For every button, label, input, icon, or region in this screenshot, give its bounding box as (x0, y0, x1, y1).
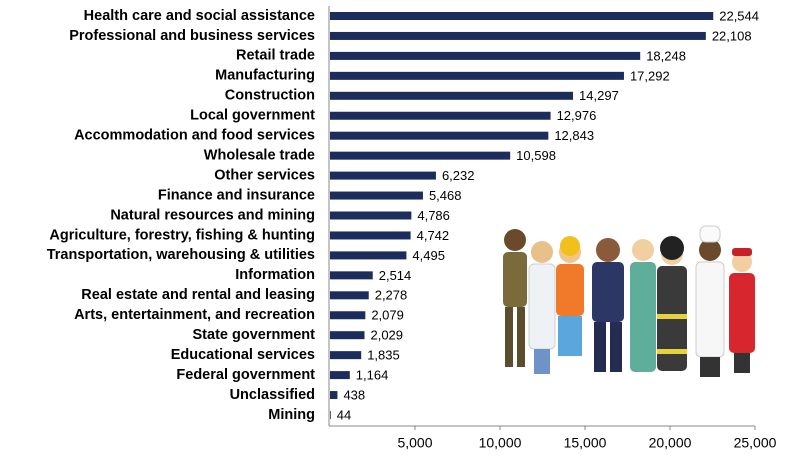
plot: 5,000 10,000 15,000 20,000 25,000 Health care… (47, 6, 777, 451)
category-label: Wholesale trade (204, 147, 315, 163)
value-label: 438 (343, 387, 365, 402)
value-label: 17,292 (630, 68, 670, 83)
category-label: Manufacturing (215, 68, 315, 84)
category-label: Unclassified (230, 387, 315, 403)
value-label: 12,843 (554, 128, 594, 143)
category-label: Natural resources and mining (110, 207, 315, 223)
bar (330, 71, 624, 80)
category-label: Finance and insurance (158, 187, 315, 203)
category-label: Retail trade (236, 48, 315, 64)
illustration (503, 225, 755, 377)
category-label: Accommodation and food services (74, 128, 315, 144)
bar (330, 211, 412, 220)
bar (330, 251, 407, 260)
x-tick-label: 25,000 (734, 435, 777, 451)
category-label: State government (193, 327, 316, 343)
category-label: Information (235, 267, 315, 283)
bar (330, 271, 373, 280)
value-label: 2,079 (371, 308, 404, 323)
bar (330, 131, 549, 140)
x-tick-label: 5,000 (397, 435, 432, 451)
category-label: Health care and social assistance (84, 8, 315, 24)
bar (330, 51, 641, 60)
category-label: Educational services (171, 347, 315, 363)
category-label: Agriculture, forestry, fishing & hunting (49, 227, 315, 243)
value-label: 2,029 (370, 328, 403, 343)
value-label: 14,297 (579, 88, 619, 103)
category-label: Transportation, warehousing & utilities (47, 247, 315, 263)
bar (330, 91, 574, 100)
category-label: Professional and business services (69, 28, 315, 44)
value-label: 18,248 (646, 48, 686, 63)
value-label: 1,164 (356, 368, 389, 383)
bar (330, 171, 436, 180)
bar (330, 31, 706, 40)
bar (330, 191, 423, 200)
x-tick-label: 10,000 (479, 435, 522, 451)
bar (330, 231, 411, 240)
bar (330, 371, 350, 380)
bar (330, 311, 366, 320)
value-label: 2,278 (375, 288, 408, 303)
value-label: 1,835 (367, 348, 400, 363)
value-label: 22,108 (712, 28, 752, 43)
bar (330, 151, 511, 160)
value-label: 4,495 (412, 248, 445, 263)
value-label: 4,742 (417, 228, 450, 243)
bar (330, 411, 331, 419)
bar (330, 111, 551, 120)
value-label: 4,786 (417, 208, 450, 223)
value-label: 22,544 (719, 8, 759, 23)
category-label: Federal government (176, 367, 315, 383)
value-label: 44 (337, 407, 351, 422)
value-label: 10,598 (516, 148, 556, 163)
value-label: 6,232 (442, 168, 475, 183)
bar (330, 12, 714, 20)
category-label: Arts, entertainment, and recreation (74, 307, 315, 323)
category-label: Real estate and rental and leasing (81, 287, 315, 303)
value-label: 2,514 (379, 268, 412, 283)
value-label: 12,976 (557, 108, 597, 123)
category-label: Mining (268, 407, 315, 423)
bar (330, 331, 365, 340)
value-label: 5,468 (429, 188, 462, 203)
bar (330, 391, 338, 400)
category-label: Construction (225, 88, 315, 104)
x-tick-label: 20,000 (649, 435, 692, 451)
category-label: Other services (214, 167, 315, 183)
category-label: Local government (190, 108, 315, 124)
x-tick-label: 15,000 (564, 435, 607, 451)
bar (330, 351, 362, 360)
bar (330, 291, 369, 300)
